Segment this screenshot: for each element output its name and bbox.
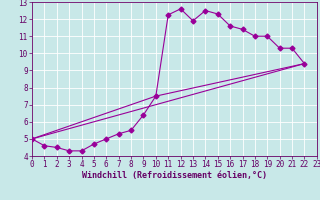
X-axis label: Windchill (Refroidissement éolien,°C): Windchill (Refroidissement éolien,°C) [82, 171, 267, 180]
